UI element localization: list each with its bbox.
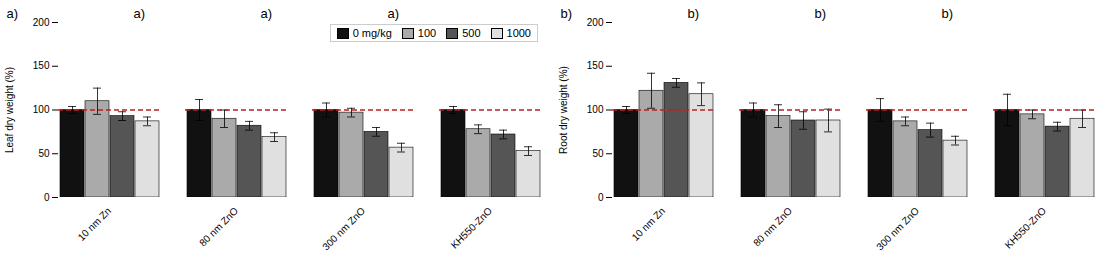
svg-text:b): b) xyxy=(688,6,700,21)
svg-text:300 nm ZnO: 300 nm ZnO xyxy=(874,205,921,252)
svg-text:150: 150 xyxy=(33,60,50,71)
svg-text:80 nm ZnO: 80 nm ZnO xyxy=(751,205,794,248)
svg-text:0: 0 xyxy=(44,192,50,203)
svg-text:KH550-ZnO: KH550-ZnO xyxy=(1003,205,1049,251)
svg-text:300 nm ZnO: 300 nm ZnO xyxy=(320,205,367,252)
svg-text:a): a) xyxy=(7,6,19,21)
svg-text:b): b) xyxy=(561,6,573,21)
html-text:500: 500 xyxy=(462,27,481,39)
html-text:1000: 1000 xyxy=(506,27,531,39)
svg-text:Leaf dry weight (%): Leaf dry weight (%) xyxy=(4,67,15,153)
svg-text:KH550-ZnO: KH550-ZnO xyxy=(449,205,495,251)
svg-text:80 nm ZnO: 80 nm ZnO xyxy=(197,205,240,248)
svg-text:50: 50 xyxy=(38,148,50,159)
html-text:100: 100 xyxy=(417,27,437,39)
svg-text:10 nm Zn: 10 nm Zn xyxy=(630,205,668,243)
svg-text:200: 200 xyxy=(587,17,604,28)
html-text:0 mg/kg: 0 mg/kg xyxy=(352,27,392,39)
svg-text:100: 100 xyxy=(33,104,50,115)
svg-text:50: 50 xyxy=(592,148,604,159)
svg-text:a): a) xyxy=(261,6,273,21)
svg-text:100: 100 xyxy=(587,104,604,115)
svg-text:200: 200 xyxy=(33,17,50,28)
svg-text:b): b) xyxy=(815,6,827,21)
svg-text:Root dry weight (%): Root dry weight (%) xyxy=(558,66,569,154)
svg-text:a): a) xyxy=(388,6,400,21)
svg-text:0: 0 xyxy=(598,192,604,203)
svg-text:b): b) xyxy=(942,6,954,21)
svg-text:150: 150 xyxy=(587,60,604,71)
svg-text:10 nm Zn: 10 nm Zn xyxy=(76,205,114,243)
svg-text:a): a) xyxy=(134,6,146,21)
